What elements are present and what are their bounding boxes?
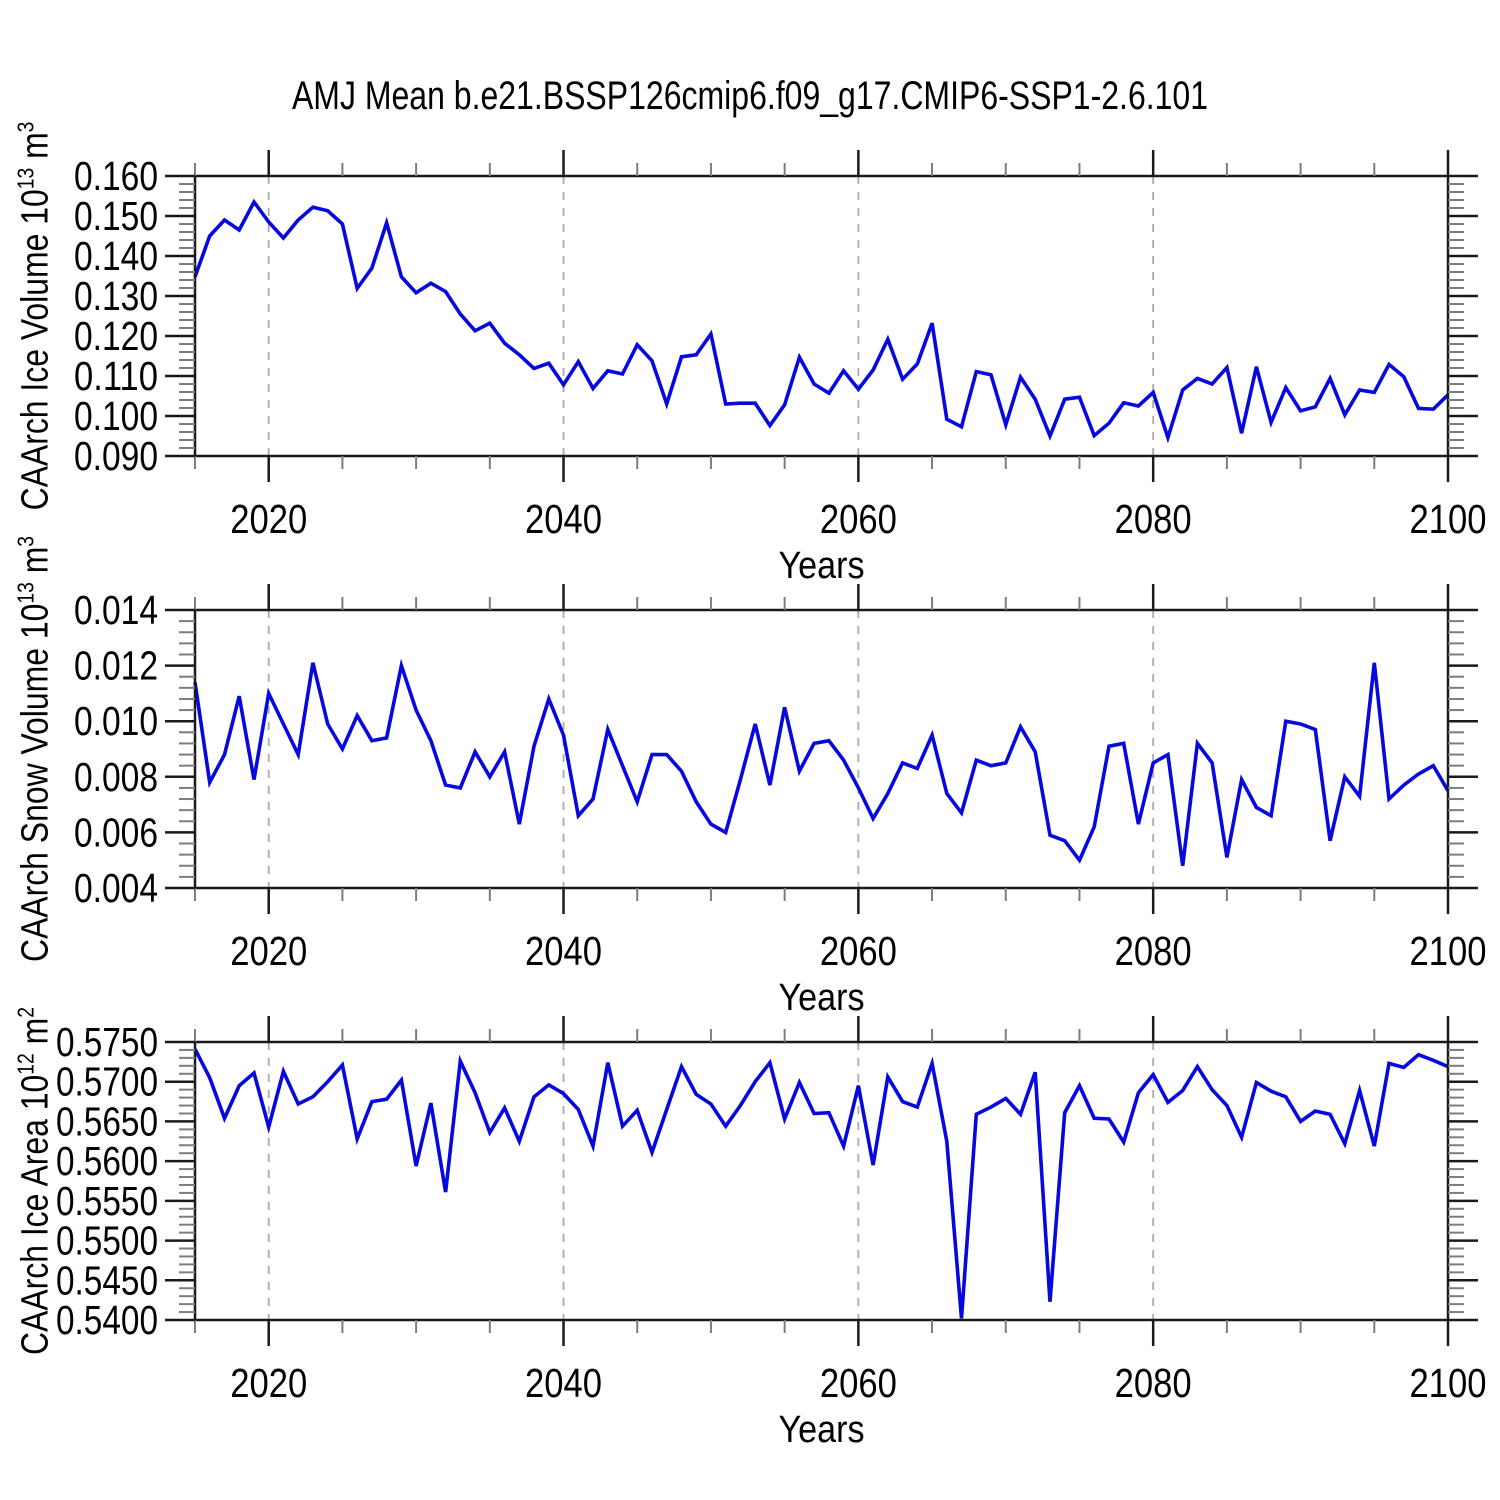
- y-tick-label: 0.120: [74, 313, 158, 359]
- y-axis-label-unit: m: [14, 1017, 57, 1054]
- x-tick-label: 2060: [820, 928, 897, 974]
- y-tick-label: 0.100: [74, 393, 158, 439]
- y-axis-label-text: CAArch Ice Volume 10: [14, 189, 57, 511]
- y-axis-label-exponent: 13: [12, 582, 39, 604]
- x-tick-label: 2020: [230, 928, 307, 974]
- y-axis-label-text: CAArch Snow Volume 10: [14, 603, 57, 963]
- snow-volume-panel: 0.014 0.012 0.010 0.008 0.006 0.004 2020 2040 20…: [74, 584, 1487, 1019]
- x-tick-label: 2100: [1410, 496, 1487, 542]
- y-axis-label-unit-exponent: 3: [12, 535, 39, 547]
- y-tick-label: 0.090: [74, 433, 158, 479]
- y-axis-label-exponent: 13: [12, 167, 39, 190]
- ice-volume-panel: 0.1600.1500.1400.1300.1200.1100.1000.090…: [74, 150, 1487, 587]
- data-series-line: [193, 1048, 1449, 1319]
- y-tick-label: 0.014: [74, 587, 158, 633]
- y-axis-label-unit: m: [14, 132, 57, 168]
- y-axis-label-unit: m: [14, 546, 57, 583]
- x-tick-label: 2040: [525, 1360, 602, 1406]
- y-tick-label: 0.5650: [56, 1098, 158, 1144]
- y-tick-label: 0.008: [74, 754, 158, 800]
- y-tick-label: 0.004: [74, 865, 158, 911]
- y-axis-label-text: CAArch Ice Area 10: [14, 1074, 57, 1356]
- plot-frame: [193, 174, 1450, 458]
- y-tick-label: 0.5500: [56, 1218, 158, 1264]
- y-axis-label-snow-volume: CAArch Snow Volume 1013 m3: [12, 535, 58, 963]
- y-tick-label: 0.010: [74, 698, 158, 744]
- x-tick-label: 2100: [1410, 928, 1487, 974]
- x-axis-label: Years: [779, 1409, 865, 1451]
- plot-frame: [193, 1040, 1450, 1322]
- y-tick-label: 0.130: [74, 273, 158, 319]
- ice-area-panel: 0.57500.57000.56500.56000.55500.55000.54…: [56, 1016, 1487, 1451]
- y-tick-label: 0.006: [74, 809, 158, 855]
- x-tick-label: 2040: [525, 496, 602, 542]
- y-tick-label: 0.5600: [56, 1138, 158, 1184]
- x-tick-label: 2060: [820, 496, 897, 542]
- y-tick-label: 0.110: [74, 353, 158, 399]
- y-tick-label: 0.160: [74, 153, 158, 199]
- x-axis-label: Years: [779, 977, 865, 1019]
- x-tick-label: 2100: [1410, 1360, 1487, 1406]
- plot-frame: [193, 608, 1450, 890]
- y-tick-label: 0.140: [74, 233, 158, 279]
- x-tick-label: 2060: [820, 1360, 897, 1406]
- y-tick-label: 0.5550: [56, 1178, 158, 1224]
- y-tick-label: 0.5750: [56, 1019, 158, 1065]
- x-tick-label: 2080: [1115, 928, 1192, 974]
- x-axis-label: Years: [779, 545, 865, 587]
- y-axis-label-ice-volume: CAArch Ice Volume 1013 m3: [12, 121, 58, 511]
- y-tick-label: 0.150: [74, 193, 158, 239]
- x-tick-label: 2080: [1115, 1360, 1192, 1406]
- y-axis-label-unit-exponent: 2: [12, 1006, 39, 1018]
- y-axis-label-exponent: 12: [12, 1053, 39, 1075]
- y-tick-label: 0.5450: [56, 1257, 158, 1303]
- data-series-line: [193, 198, 1450, 444]
- x-tick-label: 2020: [230, 1360, 307, 1406]
- chart-title: AMJ Mean b.e21.BSSP126cmip6.f09_g17.CMIP…: [291, 74, 1209, 118]
- y-tick-label: 0.5400: [56, 1297, 158, 1343]
- y-tick-label: 0.5700: [56, 1059, 158, 1105]
- x-tick-label: 2080: [1115, 496, 1192, 542]
- data-series-line: [193, 658, 1450, 867]
- x-tick-label: 2020: [230, 496, 307, 542]
- y-axis-label-ice-area: CAArch Ice Area 1012 m2: [12, 1006, 58, 1356]
- y-tick-label: 0.012: [74, 643, 158, 689]
- y-axis-label-unit-exponent: 3: [12, 121, 39, 133]
- x-tick-label: 2040: [525, 928, 602, 974]
